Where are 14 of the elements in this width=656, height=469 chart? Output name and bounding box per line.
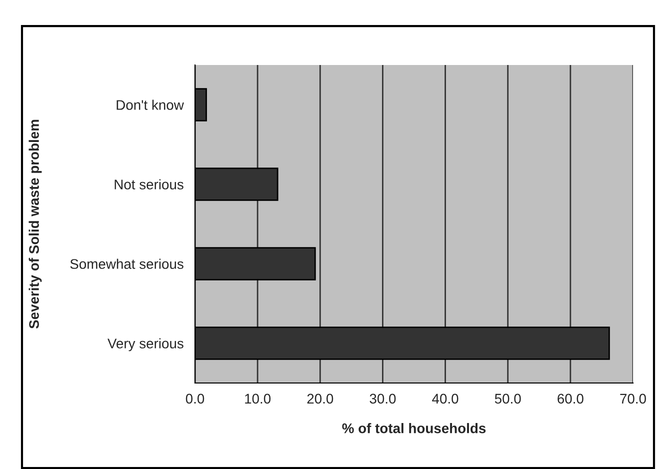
y-tick-label: Somewhat serious xyxy=(70,258,184,269)
y-axis-title: Severity of Solid waste problem xyxy=(28,120,42,329)
x-tick-label: 10.0 xyxy=(245,394,271,404)
y-tick-label: Very serious xyxy=(108,338,184,352)
y-tick-label: Not serious xyxy=(114,179,184,190)
x-tick-label: 20.0 xyxy=(307,394,334,404)
x-tick-label: 0.0 xyxy=(186,394,204,404)
x-tick-label: 40.0 xyxy=(432,394,458,404)
x-axis-title: % of total households xyxy=(342,423,486,434)
x-tick-label: 60.0 xyxy=(558,394,584,404)
x-tick-label: 30.0 xyxy=(370,394,396,404)
x-tick-label: 50.0 xyxy=(494,394,521,404)
y-tick-label: Don't know xyxy=(116,100,184,110)
x-tick-label: 70.0 xyxy=(620,394,646,404)
